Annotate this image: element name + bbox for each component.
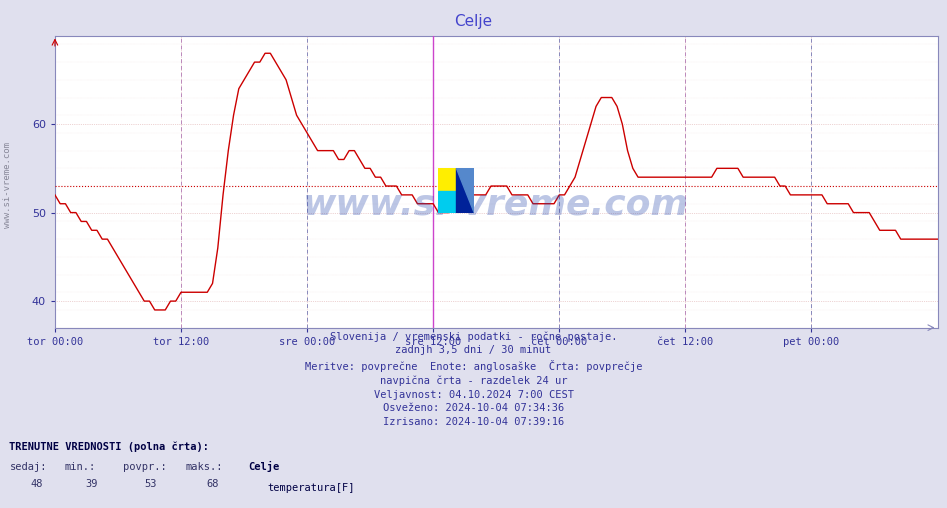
Text: www.si-vreme.com: www.si-vreme.com <box>3 142 12 229</box>
Text: povpr.:: povpr.: <box>123 462 167 472</box>
Bar <box>456 168 474 213</box>
Text: Slovenija / vremenski podatki - ročne postaje.
zadnjh 3,5 dni / 30 minut
Meritve: Slovenija / vremenski podatki - ročne po… <box>305 331 642 427</box>
Text: 48: 48 <box>30 479 43 489</box>
Text: TRENUTNE VREDNOSTI (polna črta):: TRENUTNE VREDNOSTI (polna črta): <box>9 441 209 452</box>
Text: min.:: min.: <box>64 462 96 472</box>
Text: 68: 68 <box>206 479 219 489</box>
Text: temperatura[F]: temperatura[F] <box>267 483 354 493</box>
Text: www.si-vreme.com: www.si-vreme.com <box>303 188 689 222</box>
Text: Celje: Celje <box>248 461 279 472</box>
Text: Celje: Celje <box>455 14 492 29</box>
Text: 39: 39 <box>85 479 98 489</box>
Text: maks.:: maks.: <box>186 462 223 472</box>
Bar <box>438 168 456 190</box>
Bar <box>438 190 456 213</box>
Text: 53: 53 <box>144 479 156 489</box>
Text: sedaj:: sedaj: <box>9 462 47 472</box>
Polygon shape <box>456 168 474 213</box>
